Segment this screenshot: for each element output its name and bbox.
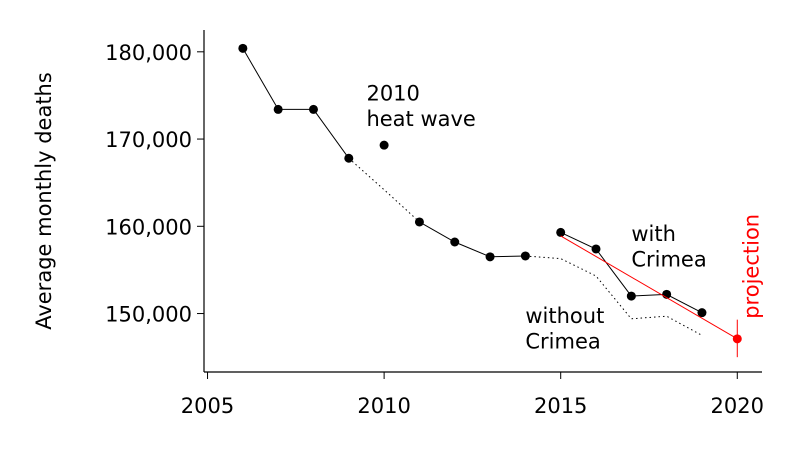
annotation-line: 2010 bbox=[366, 82, 419, 106]
data-point bbox=[273, 104, 283, 114]
projection-point bbox=[732, 334, 742, 344]
y-axis-title: Average monthly deaths bbox=[32, 72, 56, 330]
series-line-6 bbox=[560, 235, 738, 340]
ticks: 2005 2010 2015 2020 150,000 160,000 170,000 180… bbox=[105, 41, 764, 418]
annotation-line: Crimea bbox=[525, 329, 600, 353]
annotation-line: heat wave bbox=[366, 107, 475, 131]
data-point bbox=[344, 153, 354, 163]
data-point bbox=[626, 291, 636, 301]
data-point bbox=[591, 244, 601, 254]
data-point bbox=[697, 308, 707, 318]
annotation-line: with bbox=[631, 222, 676, 246]
x-tick-label: 2005 bbox=[181, 394, 234, 418]
annotation-projection: projection bbox=[739, 214, 763, 319]
y-tick-label: 150,000 bbox=[105, 303, 192, 327]
data-point bbox=[308, 104, 318, 114]
annotation-line: without bbox=[525, 304, 604, 328]
series-line-4 bbox=[525, 255, 703, 336]
axes: Average monthly deaths bbox=[32, 30, 762, 373]
data-point bbox=[556, 227, 566, 237]
y-tick-label: 160,000 bbox=[105, 215, 192, 239]
annotation-line: Crimea bbox=[631, 247, 706, 271]
annotation-label: without Crimea bbox=[525, 304, 604, 353]
series-line-3 bbox=[419, 221, 526, 258]
data-point bbox=[450, 237, 460, 247]
series-line-2 bbox=[348, 157, 420, 223]
data-point bbox=[485, 252, 495, 262]
plot-area bbox=[238, 43, 742, 358]
data-point bbox=[238, 43, 248, 53]
y-tick-label: 180,000 bbox=[105, 41, 192, 65]
y-tick-label: 170,000 bbox=[105, 128, 192, 152]
data-point bbox=[520, 251, 530, 261]
x-tick-label: 2020 bbox=[711, 394, 764, 418]
x-tick-label: 2015 bbox=[534, 394, 587, 418]
annotation-label: 2010 heat wave bbox=[366, 82, 475, 131]
data-point bbox=[379, 140, 389, 150]
series-line-0 bbox=[242, 48, 350, 159]
annotation-label: with Crimea bbox=[631, 222, 706, 271]
data-point bbox=[414, 217, 424, 227]
x-tick-label: 2010 bbox=[357, 394, 410, 418]
